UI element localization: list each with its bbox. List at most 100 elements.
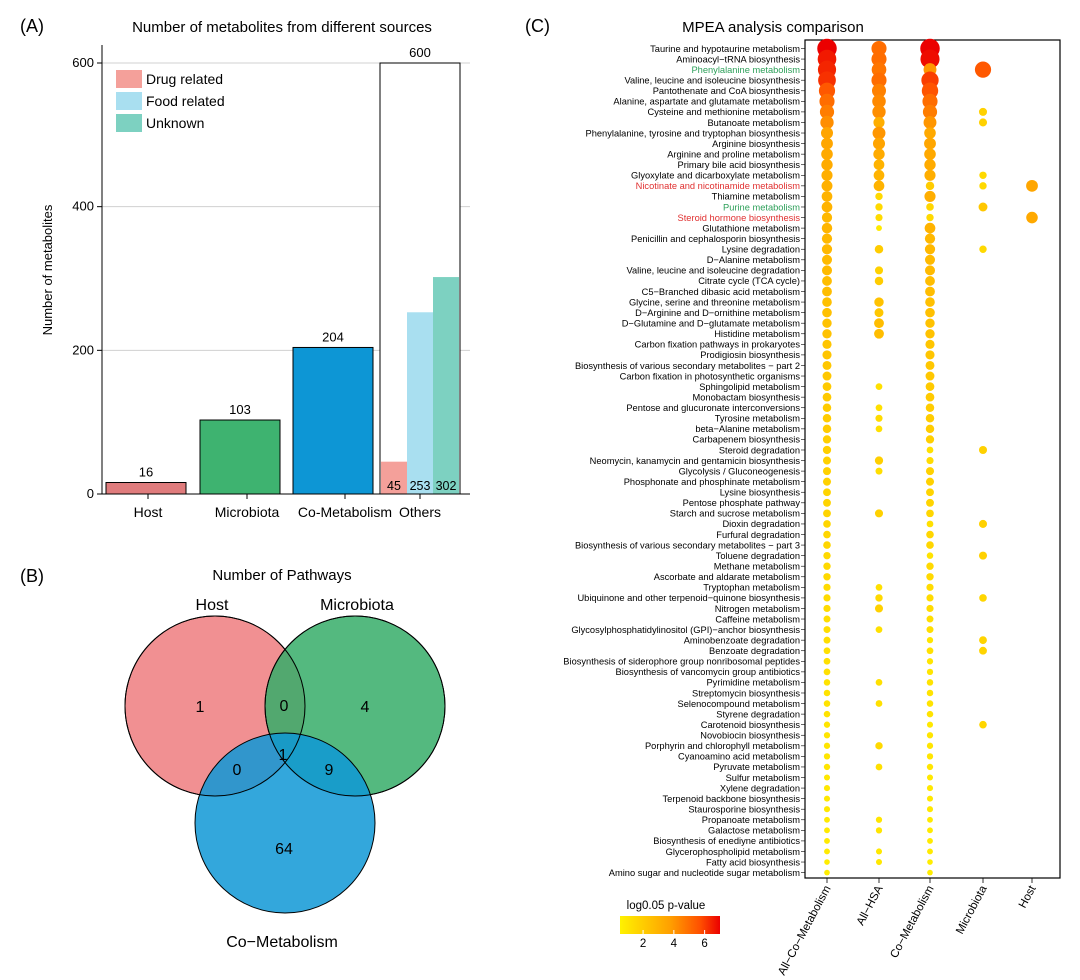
bubble-co-metabolism xyxy=(925,286,935,297)
bubble-co-metabolism xyxy=(922,104,938,120)
pathway-label: Glycolysis / Gluconeogenesis xyxy=(679,466,801,476)
bubble-all-co-metabolism xyxy=(822,456,832,465)
bubble-all-hsa xyxy=(873,148,885,160)
bubble-all-co-metabolism xyxy=(822,445,832,455)
bubble-all-co-metabolism xyxy=(824,837,830,844)
bubble-co-metabolism xyxy=(926,583,934,591)
bubble-all-hsa xyxy=(874,308,884,318)
bubble-co-metabolism xyxy=(926,541,934,549)
bubble-microbiota xyxy=(979,646,987,655)
bubble-co-metabolism xyxy=(926,552,934,559)
bubble-co-metabolism xyxy=(926,573,934,581)
bubble-co-metabolism xyxy=(924,169,936,181)
bubble-co-metabolism xyxy=(926,679,934,686)
pathway-label: Terpenoid backbone biosynthesis xyxy=(663,794,801,804)
bubble-all-co-metabolism xyxy=(823,626,831,634)
bubble-all-co-metabolism xyxy=(822,467,832,476)
bubble-all-hsa xyxy=(874,266,884,275)
venn-title: Number of Pathways xyxy=(212,567,351,584)
bubble-all-co-metabolism xyxy=(823,594,831,602)
bubble-all-co-metabolism xyxy=(821,201,833,213)
x-tick-label-host: Host xyxy=(1017,883,1039,910)
bubble-all-co-metabolism xyxy=(823,710,831,718)
bubble-microbiota xyxy=(979,594,987,602)
bubble-all-co-metabolism xyxy=(822,435,832,444)
bubble-host xyxy=(1026,179,1038,192)
bubble-co-metabolism xyxy=(921,82,939,99)
bubble-co-metabolism xyxy=(925,435,935,444)
pathway-label: Lysine degradation xyxy=(722,245,800,255)
pathway-label: Phosphonate and phosphinate metabolism xyxy=(624,477,801,487)
bubble-co-metabolism xyxy=(925,371,935,381)
pathway-label: Staurosporine biosynthesis xyxy=(688,805,800,815)
bubble-all-co-metabolism xyxy=(824,869,830,876)
pathway-label: Sulfur metabolism xyxy=(726,773,801,783)
bubble-co-metabolism xyxy=(926,520,934,528)
pathway-label: Taurine and hypotaurine metabolism xyxy=(650,44,800,54)
bubble-all-co-metabolism xyxy=(820,127,834,140)
pathway-label: Pyruvate metabolism xyxy=(713,762,800,772)
pathway-label: Fatty acid biosynthesis xyxy=(706,857,800,867)
bubble-co-metabolism xyxy=(924,244,936,255)
bubble-all-co-metabolism xyxy=(823,763,831,771)
bubble-chart-column-labels: All−Co−Metabolism All−HSA Co−Metabolism Mic… xyxy=(776,878,1039,977)
bubble-co-metabolism xyxy=(926,488,934,497)
bubble-all-hsa xyxy=(875,742,883,750)
venn-set-label-host: Host xyxy=(196,597,229,614)
bubble-all-co-metabolism xyxy=(821,254,833,265)
venn-region-microbiota-co: 9 xyxy=(325,762,334,779)
bubble-all-co-metabolism xyxy=(823,668,831,676)
pathway-label: Neomycin, kanamycin and gentamicin biosy… xyxy=(590,456,801,466)
bubble-all-hsa xyxy=(874,328,884,339)
legend-label-drug-related: Drug related xyxy=(146,71,223,87)
venn-region-all-three: 1 xyxy=(279,747,288,764)
pathway-label: Glyoxylate and dicarboxylate metabolism xyxy=(631,171,800,181)
bubble-all-co-metabolism xyxy=(822,276,832,286)
bubble-co-metabolism xyxy=(926,637,934,644)
bubble-all-hsa xyxy=(875,404,883,412)
bubble-co-metabolism xyxy=(926,626,934,634)
bubble-all-hsa xyxy=(874,509,884,518)
bubble-all-co-metabolism xyxy=(823,520,831,528)
x-tick-label-microbiota: Microbiota xyxy=(215,504,280,520)
bubble-all-co-metabolism xyxy=(822,360,832,370)
bubble-co-metabolism xyxy=(926,753,934,760)
venn-region-host-co: 0 xyxy=(233,762,242,779)
pathway-label: Caffeine metabolism xyxy=(715,614,800,624)
bubble-all-co-metabolism xyxy=(823,795,831,802)
bubble-chart-pathway-labels: Taurine and hypotaurine metabolismAminoa… xyxy=(563,44,805,878)
bubble-all-co-metabolism xyxy=(822,392,832,402)
venn-region-host-microbiota: 0 xyxy=(280,698,289,715)
bubble-host xyxy=(1026,211,1038,224)
bubble-all-hsa xyxy=(875,827,883,834)
pathway-label: D−Glutamine and D−glutamate metabolism xyxy=(622,319,801,329)
bar-value-label-others: 600 xyxy=(409,45,431,60)
panel-label-b: (B) xyxy=(20,566,44,586)
bubble-chart-colorbar: log0.05 p-value 2 4 6 xyxy=(620,900,720,950)
colorbar-tick-label: 6 xyxy=(701,938,707,950)
bubble-co-metabolism xyxy=(922,93,938,109)
bubble-all-co-metabolism xyxy=(823,562,831,570)
bubble-co-metabolism xyxy=(925,382,935,391)
bubble-co-metabolism xyxy=(927,848,933,855)
others-bar-unknown xyxy=(433,277,459,494)
pathway-label: Steroid hormone biosynthesis xyxy=(678,213,801,223)
bubble-co-metabolism xyxy=(926,774,934,781)
bubble-all-co-metabolism xyxy=(820,115,834,130)
bubble-co-metabolism xyxy=(926,213,934,222)
pathway-label: Glycine, serine and threonine metabolism xyxy=(629,297,800,307)
venn-region-co-only: 64 xyxy=(275,841,293,858)
colorbar-tick-label: 4 xyxy=(671,938,678,950)
pathway-label: Pyrimidine metabolism xyxy=(706,678,800,688)
bubble-all-co-metabolism xyxy=(823,647,831,655)
bubble-all-co-metabolism xyxy=(823,636,831,644)
venn-outline-host xyxy=(124,615,306,797)
pathway-label: Butanoate metabolism xyxy=(707,118,800,128)
bubble-microbiota xyxy=(978,445,988,455)
bubble-all-hsa xyxy=(876,225,882,232)
bubble-all-co-metabolism xyxy=(821,244,833,255)
pathway-label: Tryptophan metabolism xyxy=(703,583,800,593)
bubble-all-hsa xyxy=(874,604,884,613)
bubble-co-metabolism xyxy=(925,414,935,423)
bubble-co-metabolism xyxy=(926,806,934,813)
